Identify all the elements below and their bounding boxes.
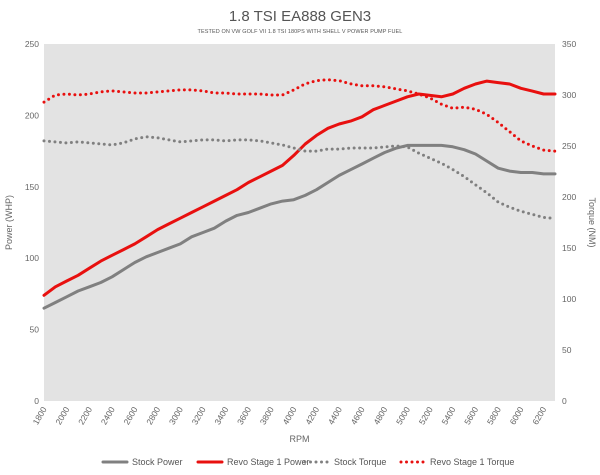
x-tick-label: 5800 <box>485 405 503 427</box>
x-tick-label: 3000 <box>167 405 185 427</box>
chart-subtitle: TESTED ON VW GOLF VII 1.8 TSI 180PS WITH… <box>198 29 403 35</box>
x-tick-label: 3600 <box>235 405 253 427</box>
left-tick-label: 250 <box>25 39 39 49</box>
x-tick-label: 4600 <box>349 405 367 427</box>
legend-label: Revo Stage 1 Power <box>227 457 310 467</box>
x-tick-label: 3400 <box>212 405 230 427</box>
x-tick-label: 3200 <box>190 405 208 427</box>
right-tick-label: 350 <box>562 39 576 49</box>
right-tick-label: 100 <box>562 294 576 304</box>
x-tick-label: 4800 <box>371 405 389 427</box>
x-tick-label: 2800 <box>144 405 162 427</box>
series-line-revo-stage-1-torque <box>42 78 557 153</box>
legend-label: Stock Power <box>132 457 183 467</box>
plot-area <box>44 44 555 401</box>
right-tick-label: 150 <box>562 243 576 253</box>
chart-title: 1.8 TSI EA888 GEN3 <box>229 8 371 25</box>
right-tick-label: 250 <box>562 141 576 151</box>
series-line-stock-power <box>42 143 557 310</box>
legend-label: Revo Stage 1 Torque <box>430 457 514 467</box>
x-tick-label: 1800 <box>31 405 49 427</box>
right-tick-label: 50 <box>562 345 572 355</box>
right-tick-label: 0 <box>562 396 567 406</box>
series-layer <box>42 78 557 310</box>
x-axis-ticks: 1800 2000 2200 2400 2600 2800 3000 3200 3400 3600… <box>31 405 549 427</box>
x-tick-label: 4400 <box>326 405 344 427</box>
right-tick-label: 200 <box>562 192 576 202</box>
right-axis-ticks: 0 50 100 150 200 250 300 350 <box>562 39 576 406</box>
x-axis-label: RPM <box>290 434 310 444</box>
x-tick-label: 4200 <box>303 405 321 427</box>
left-tick-label: 200 <box>25 110 39 120</box>
x-tick-label: 5000 <box>394 405 412 427</box>
series-line-stock-torque <box>42 135 557 220</box>
x-tick-label: 2400 <box>99 405 117 427</box>
y-axis-left-label: Power (WHP) <box>4 195 14 250</box>
right-tick-label: 300 <box>562 90 576 100</box>
legend-label: Stock Torque <box>334 457 386 467</box>
x-tick-label: 5400 <box>439 405 457 427</box>
x-tick-label: 3800 <box>258 405 276 427</box>
x-tick-label: 2200 <box>76 405 94 427</box>
x-tick-label: 4000 <box>280 405 298 427</box>
left-axis-ticks: 0 50 100 150 200 250 <box>25 39 39 406</box>
left-tick-label: 100 <box>25 253 39 263</box>
x-tick-label: 2000 <box>53 405 71 427</box>
x-tick-label: 5200 <box>417 405 435 427</box>
left-tick-label: 150 <box>25 182 39 192</box>
x-tick-label: 6200 <box>530 405 548 427</box>
left-tick-label: 0 <box>34 396 39 406</box>
legend: Stock Power Revo Stage 1 Power Stock Torqu… <box>101 457 514 467</box>
y-axis-right-label: Torque (NM) <box>587 197 597 247</box>
x-tick-label: 2600 <box>121 405 139 427</box>
x-tick-label: 5600 <box>462 405 480 427</box>
x-tick-label: 6000 <box>508 405 526 427</box>
left-tick-label: 50 <box>30 325 40 335</box>
